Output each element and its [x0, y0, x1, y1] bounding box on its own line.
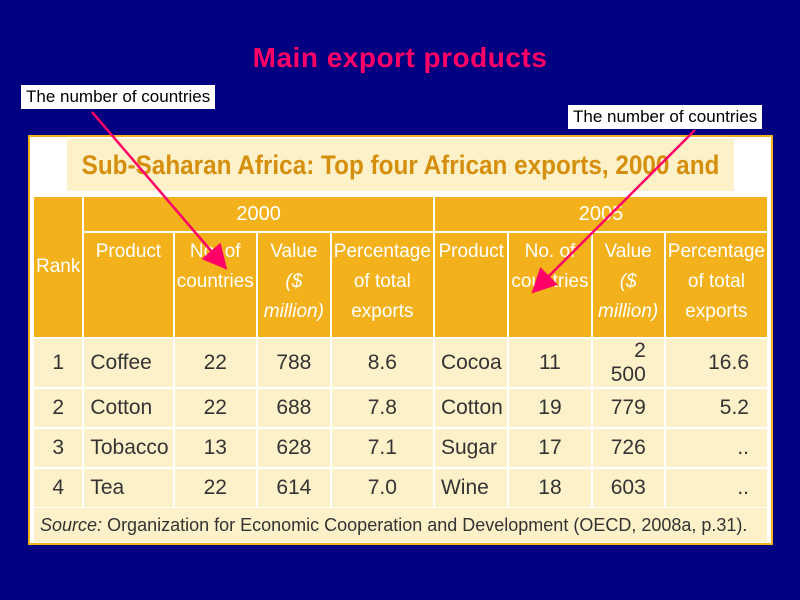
countries-cell: 13: [174, 429, 256, 467]
table-row: 2 Cotton 22 688 7.8 Cotton 19 779 5.2: [34, 389, 767, 427]
table-row: 1 Coffee 22 788 8.6 Cocoa 11 2 500 16.6: [34, 339, 767, 387]
rank-header: Rank: [34, 197, 83, 337]
rank-cell: 4: [34, 469, 83, 507]
year-header-2000: 2000: [84, 197, 433, 231]
countries-cell: 11: [509, 339, 591, 387]
percentage-cell: 7.0: [331, 469, 433, 507]
table-row: 3 Tobacco 13 628 7.1 Sugar 17 726 ..: [34, 429, 767, 467]
source-text: Organization for Economic Cooperation an…: [107, 515, 748, 535]
value-unit: ($ million): [263, 271, 324, 322]
value-header-2000: Value ($ million): [257, 233, 330, 337]
product-cell: Coffee: [84, 339, 173, 387]
value-cell: 2 500: [592, 339, 664, 387]
product-cell: Tea: [84, 469, 173, 507]
countries-cell: 17: [509, 429, 591, 467]
annotation-right: The number of countries: [568, 105, 763, 129]
percentage-cell: ..: [665, 429, 767, 467]
slide-title: Main export products: [252, 42, 548, 73]
value-cell: 788: [257, 339, 330, 387]
source-label: Source:: [40, 515, 103, 535]
table-row: 4 Tea 22 614 7.0 Wine 18 603 ..: [34, 469, 767, 507]
value-cell: 779: [592, 389, 664, 427]
countries-cell: 18: [509, 469, 591, 507]
product-cell: Cotton: [84, 389, 173, 427]
percentage-cell: 5.2: [665, 389, 767, 427]
rank-cell: 2: [34, 389, 83, 427]
countries-header-2005: No. of countries: [509, 233, 591, 337]
value-header-2005: Value ($ million): [592, 233, 664, 337]
export-table: Rank 2000 2005 Product No. of countries …: [32, 195, 769, 509]
countries-cell: 19: [509, 389, 591, 427]
percentage-cell: 7.1: [331, 429, 433, 467]
year-header-2005: 2005: [434, 197, 767, 231]
countries-cell: 22: [174, 339, 256, 387]
product-cell: Sugar: [434, 429, 508, 467]
rank-cell: 3: [34, 429, 83, 467]
source-note: Source: Organization for Economic Cooper…: [34, 508, 767, 542]
percentage-header-2005: Percentage of total exports: [665, 233, 767, 337]
percentage-cell: ..: [665, 469, 767, 507]
value-label: Value: [604, 241, 652, 262]
table-caption: Sub-Saharan Africa: Top four African exp…: [67, 139, 734, 232]
value-cell: 628: [257, 429, 330, 467]
percentage-cell: 8.6: [331, 339, 433, 387]
annotation-left: The number of countries: [21, 85, 216, 109]
percentage-cell: 16.6: [665, 339, 767, 387]
countries-cell: 22: [174, 389, 256, 427]
product-header-2000: Product: [84, 233, 173, 337]
export-table-figure: Sub-Saharan Africa: Top four African exp…: [28, 135, 773, 545]
product-cell: Tobacco: [84, 429, 173, 467]
product-cell: Wine: [434, 469, 508, 507]
countries-header-2000: No. of countries: [174, 233, 256, 337]
product-cell: Cotton: [434, 389, 508, 427]
percentage-header-2000: Percentage of total exports: [331, 233, 433, 337]
product-cell: Cocoa: [434, 339, 508, 387]
value-cell: 726: [592, 429, 664, 467]
value-cell: 688: [257, 389, 330, 427]
value-cell: 614: [257, 469, 330, 507]
product-header-2005: Product: [434, 233, 508, 337]
value-label: Value: [270, 241, 318, 262]
percentage-cell: 7.8: [331, 389, 433, 427]
value-unit: ($ million): [598, 271, 659, 322]
value-cell: 603: [592, 469, 664, 507]
rank-cell: 1: [34, 339, 83, 387]
countries-cell: 22: [174, 469, 256, 507]
